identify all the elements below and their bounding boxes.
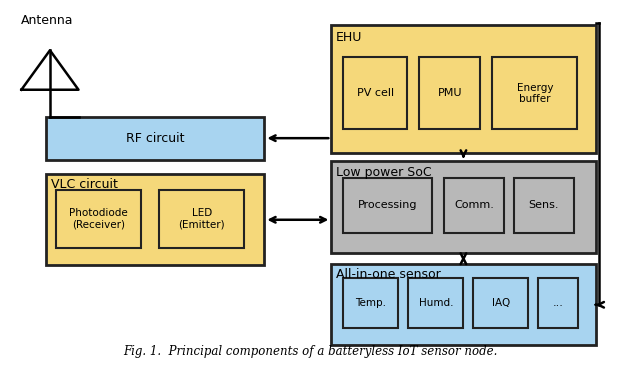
- Bar: [331, 25, 596, 153]
- Text: PV cell: PV cell: [356, 88, 394, 98]
- Text: Processing: Processing: [358, 201, 417, 210]
- Text: Energy
buffer: Energy buffer: [516, 82, 553, 104]
- Text: All-in-one sensor: All-in-one sensor: [336, 268, 441, 281]
- Text: EHU: EHU: [336, 30, 363, 44]
- Bar: [492, 57, 577, 129]
- Bar: [474, 278, 528, 328]
- Text: Comm.: Comm.: [454, 201, 494, 210]
- Bar: [343, 57, 407, 129]
- Text: IAQ: IAQ: [492, 298, 510, 308]
- Bar: [56, 190, 141, 247]
- Bar: [46, 117, 264, 160]
- Text: Sens.: Sens.: [529, 201, 559, 210]
- Bar: [343, 178, 432, 233]
- Bar: [538, 278, 578, 328]
- Text: PMU: PMU: [438, 88, 462, 98]
- Text: Low power SoC: Low power SoC: [336, 166, 432, 179]
- Bar: [331, 161, 596, 253]
- Text: Antenna: Antenna: [21, 14, 74, 27]
- Bar: [343, 278, 398, 328]
- Bar: [419, 57, 480, 129]
- Text: VLC circuit: VLC circuit: [51, 178, 117, 191]
- Text: Photodiode
(Receiver): Photodiode (Receiver): [69, 208, 128, 230]
- Text: ...: ...: [553, 298, 564, 308]
- Bar: [444, 178, 505, 233]
- Text: LED
(Emitter): LED (Emitter): [179, 208, 225, 230]
- Text: Humd.: Humd.: [418, 298, 453, 308]
- Bar: [409, 278, 463, 328]
- Bar: [331, 264, 596, 345]
- Bar: [159, 190, 244, 247]
- Text: RF circuit: RF circuit: [126, 132, 184, 145]
- Text: Temp.: Temp.: [355, 298, 386, 308]
- Text: Fig. 1.  Principal components of a batteryless IoT sensor node.: Fig. 1. Principal components of a batter…: [123, 345, 497, 358]
- Bar: [46, 174, 264, 265]
- Bar: [513, 178, 574, 233]
